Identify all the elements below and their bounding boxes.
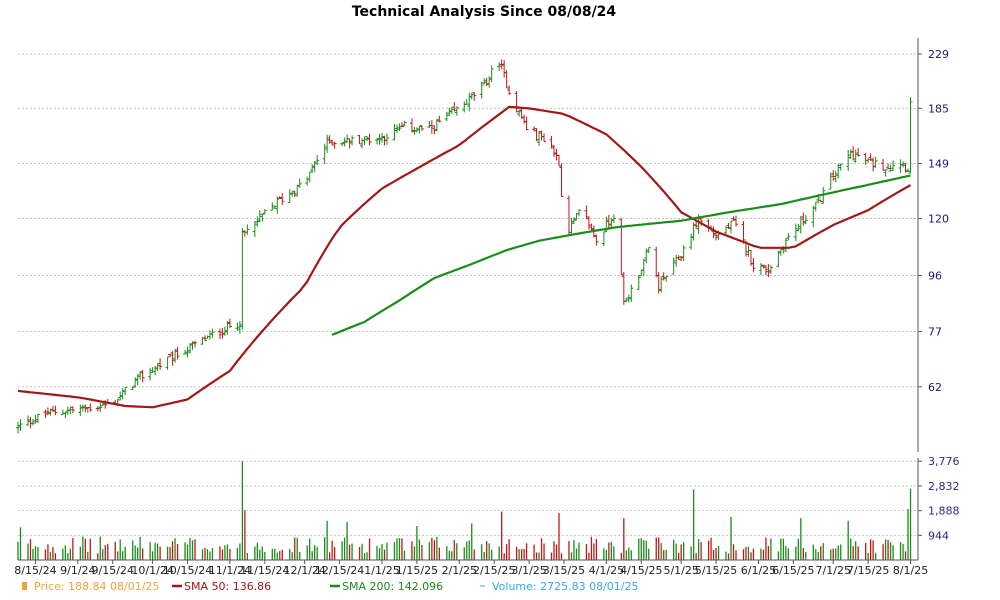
chart-title: Technical Analysis Since 08/08/24: [352, 4, 617, 20]
price-tick-label: 77: [928, 326, 942, 339]
volume-bars: [17, 461, 912, 560]
volume-tick-label: 944: [928, 529, 949, 542]
date-tick-label: 10/15/24: [163, 564, 212, 577]
price-axis-ticks: 229 185 149 120 96 77 62: [918, 48, 949, 394]
grid-lines: [18, 53, 918, 388]
date-tick-label: 8/15/24: [14, 564, 56, 577]
date-tick-label: 7/1/25: [816, 564, 851, 577]
date-tick-label: 11/15/24: [240, 564, 289, 577]
legend-label: Price: 188.84 08/01/25: [34, 580, 159, 593]
date-tick-label: 1/15/25: [396, 564, 438, 577]
sma50-line: [17, 105, 912, 409]
volume-tick-label: 1,888: [928, 505, 960, 518]
legend-label: Volume: 2725.83 08/01/25: [492, 580, 639, 593]
date-tick-label: 12/1/24: [284, 564, 326, 577]
price-tick-label: 120: [928, 213, 949, 226]
axes: [18, 38, 919, 561]
date-tick-label: 3/15/25: [543, 564, 585, 577]
date-tick-label: 7/15/25: [847, 564, 889, 577]
price-tick-label: 149: [928, 157, 949, 170]
price-tick-label: 229: [928, 48, 949, 61]
price-bars: [16, 59, 913, 434]
volume-grid-lines: [18, 460, 918, 536]
legend-label: SMA 200: 142.096: [342, 580, 443, 593]
volume-tick-label: 3,776: [928, 455, 960, 468]
date-tick-label: 4/1/25: [589, 564, 624, 577]
date-tick-label: 3/1/25: [511, 564, 546, 577]
price-tick-label: 62: [928, 381, 942, 394]
date-tick-label: 4/15/25: [620, 564, 662, 577]
date-tick-label: 6/15/25: [772, 564, 814, 577]
legend-swatch-price: [22, 582, 27, 590]
date-tick-label: 9/15/24: [92, 564, 134, 577]
date-tick-label: 8/1/25: [893, 564, 928, 577]
date-tick-label: 5/1/25: [663, 564, 698, 577]
date-tick-label: 12/15/24: [315, 564, 364, 577]
date-tick-label: 2/1/25: [442, 564, 477, 577]
date-tick-label: 11/1/24: [209, 564, 251, 577]
volume-tick-label: 2,832: [928, 480, 960, 493]
date-tick-label: 5/15/25: [695, 564, 737, 577]
date-tick-label: 1/1/25: [364, 564, 399, 577]
date-tick-label: 10/1/24: [131, 564, 173, 577]
date-tick-label: 6/1/25: [741, 564, 776, 577]
legend: Price: 188.84 08/01/25 SMA 50: 136.86 SMA …: [22, 580, 639, 593]
price-tick-label: 185: [928, 102, 949, 115]
date-tick-label: 9/1/24: [60, 564, 95, 577]
sma200-line: [331, 174, 911, 336]
volume-axis-ticks: 3,776 2,832 1,888 944: [918, 455, 960, 542]
legend-label: SMA 50: 136.86: [184, 580, 271, 593]
date-axis-ticks: 8/15/24 9/1/249/15/2410/1/2410/15/2411/1/…: [14, 560, 928, 577]
date-tick-label: 2/15/25: [473, 564, 515, 577]
price-tick-label: 96: [928, 269, 942, 282]
